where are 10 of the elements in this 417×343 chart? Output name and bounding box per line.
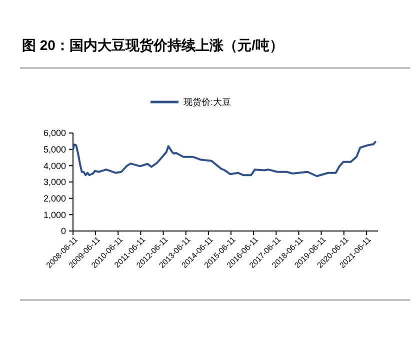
- chart-title: 图 20：国内大豆现货价持续上涨（元/吨）: [22, 37, 284, 53]
- legend-label: 现货价:大豆: [184, 97, 232, 108]
- y-tick-label: 6,000: [43, 128, 66, 138]
- y-tick-label: 3,000: [43, 177, 66, 188]
- y-tick-label: 4,000: [43, 160, 66, 171]
- y-tick-label: 1,000: [43, 210, 66, 220]
- y-tick-label: 0: [60, 226, 66, 236]
- line-series: [72, 140, 376, 178]
- y-tick-label: 2,000: [43, 193, 66, 204]
- y-tick-label: 5,000: [43, 144, 66, 154]
